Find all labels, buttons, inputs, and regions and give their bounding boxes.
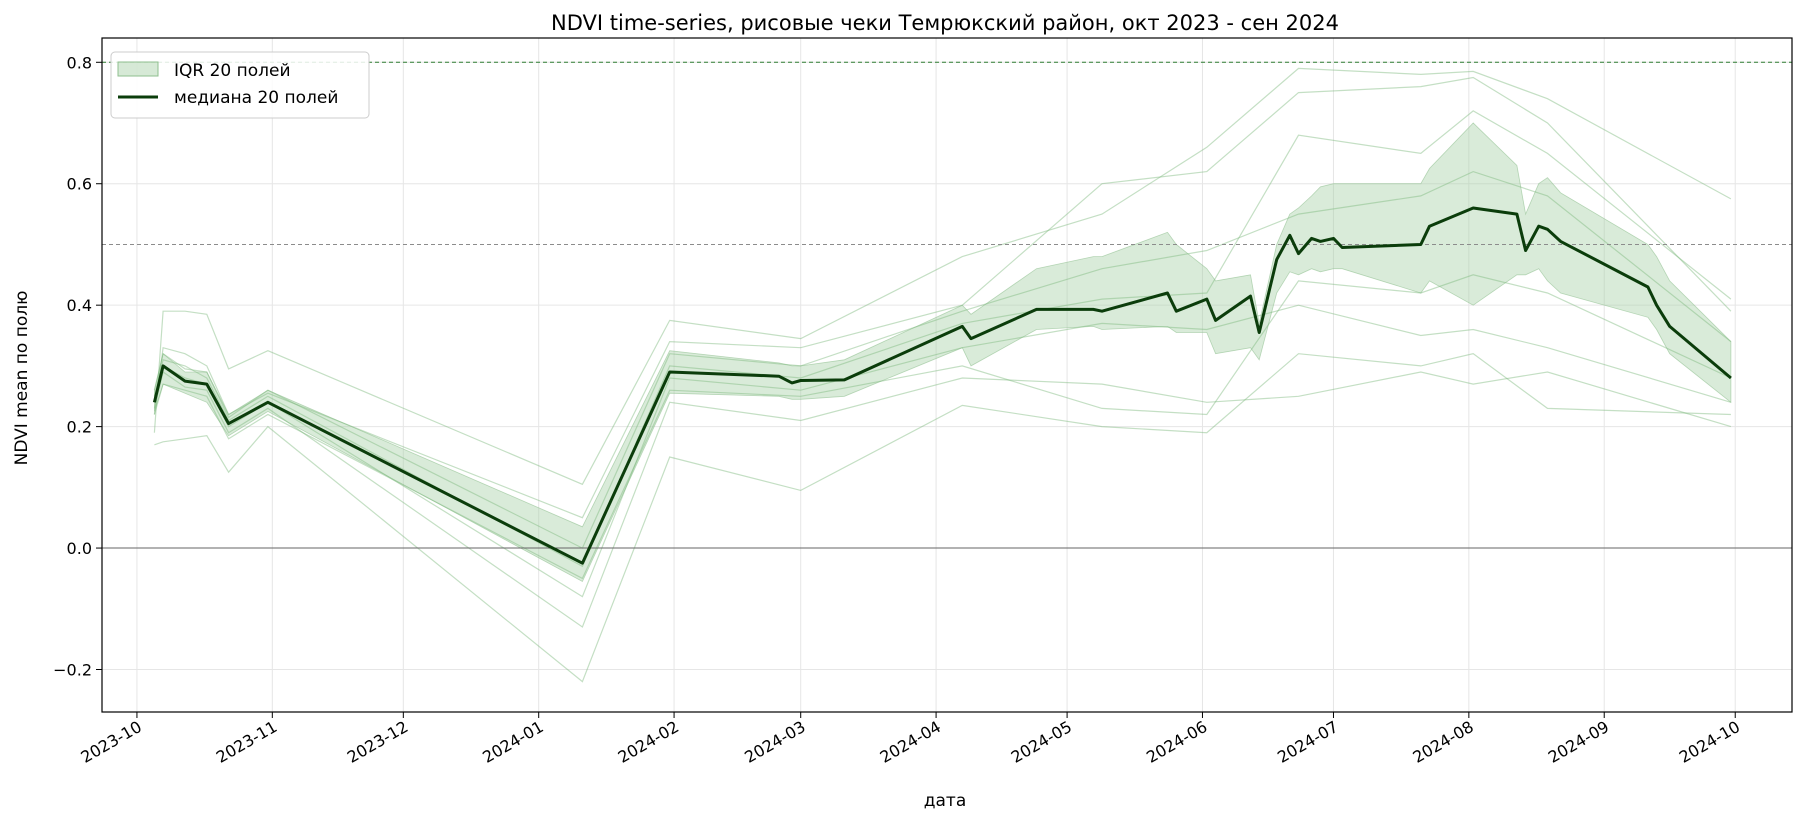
chart-title: NDVI time-series, рисовые чеки Темрюкски… xyxy=(551,11,1339,35)
y-tick-label: −0.2 xyxy=(53,660,92,679)
field-line xyxy=(153,274,1732,580)
y-tick-label: 0.8 xyxy=(67,53,92,72)
legend-median-label: медиана 20 полей xyxy=(174,88,338,108)
legend-iqr-label: IQR 20 полей xyxy=(174,61,291,81)
iqr-band xyxy=(154,122,1732,583)
median-line xyxy=(152,206,1732,565)
y-tick-label: 0.4 xyxy=(67,296,92,315)
y-axis-ticks: −0.2 0.0 0.2 0.4 0.6 0.8 xyxy=(53,53,102,679)
field-line xyxy=(153,371,1732,628)
field-line xyxy=(153,76,1732,519)
plot-frame xyxy=(101,37,1793,713)
y-tick-label: 0.6 xyxy=(67,175,92,194)
field-line xyxy=(153,110,1732,568)
x-axis-label: дата xyxy=(924,791,967,811)
iqr-band-layer xyxy=(154,122,1732,583)
field-line xyxy=(153,67,1732,486)
legend: IQR 20 полей медиана 20 полей xyxy=(110,51,370,119)
y-tick-label: 0.0 xyxy=(67,539,92,558)
field-line xyxy=(154,353,1731,683)
median-line-layer xyxy=(152,206,1732,565)
y-tick-label: 0.2 xyxy=(67,418,92,437)
legend-frame xyxy=(110,51,370,119)
field-line xyxy=(153,170,1732,549)
reference-lines xyxy=(102,61,1792,549)
y-axis-label: NDVI mean по полю xyxy=(12,291,32,466)
legend-iqr-swatch xyxy=(117,61,159,77)
